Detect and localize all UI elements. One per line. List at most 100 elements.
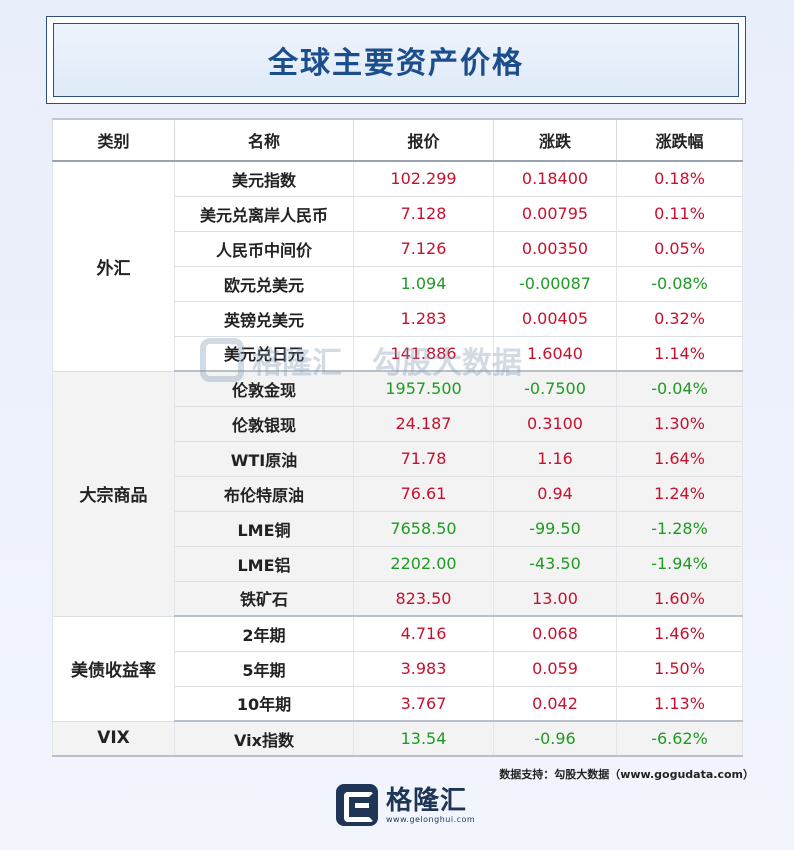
category-cell: 大宗商品 [52,371,175,617]
change-cell: 0.3100 [493,406,617,442]
change-cell: 0.068 [493,616,617,652]
footer-logo: 格隆汇 www.gelonghui.com [336,784,475,826]
change-cell: 0.00350 [493,231,617,267]
change-cell: -0.00087 [493,266,617,302]
asset-name-cell: 英镑兑美元 [174,301,354,337]
change-cell: -0.7500 [493,371,617,407]
price-cell: 13.54 [353,721,494,757]
change-cell: 0.18400 [493,161,617,197]
table-row: 铁矿石 823.50 13.00 1.60% [53,581,743,617]
change-cell: -0.96 [493,721,617,757]
price-cell: 7.126 [353,231,494,267]
asset-name-cell: 布伦特原油 [174,476,354,512]
change-cell: -43.50 [493,546,617,582]
asset-name-cell: 2年期 [174,616,354,652]
change-cell: 1.16 [493,441,617,477]
change-cell: 0.00795 [493,196,617,232]
category-cell: 外汇 [52,161,175,372]
change-cell: 1.6040 [493,336,617,372]
asset-name-cell: LME铜 [174,511,354,547]
change-cell: 0.00405 [493,301,617,337]
price-cell: 1.094 [353,266,494,302]
change-cell: 0.059 [493,651,617,687]
asset-price-table-wrap: 类别 名称 报价 涨跌 涨跌幅 外汇 美元指数 102.299 0.18400 0.18… [52,118,743,757]
table-row: 布伦特原油 76.61 0.94 1.24% [53,476,743,512]
asset-price-table: 类别 名称 报价 涨跌 涨跌幅 外汇 美元指数 102.299 0.18400 0.18… [52,118,743,757]
change-pct-cell: 1.64% [616,441,743,477]
asset-name-cell: Vix指数 [174,721,354,757]
change-pct-cell: 1.14% [616,336,743,372]
asset-name-cell: 伦敦金现 [174,371,354,407]
change-pct-cell: -0.04% [616,371,743,407]
data-source-note: 数据支持：勾股大数据（www.gogudata.com） [499,768,754,781]
change-cell: 0.042 [493,686,617,722]
price-cell: 24.187 [353,406,494,442]
gelonghui-logo-icon [336,784,378,826]
table-row: LME铝 2202.00 -43.50 -1.94% [53,546,743,582]
table-row: 美债收益率 2年期 4.716 0.068 1.46% [52,616,743,722]
title-inner-frame: 全球主要资产价格 [53,23,739,97]
price-cell: 141.886 [353,336,494,372]
table-row: 大宗商品 伦敦金现 1957.500 -0.7500 -0.04% [52,371,743,617]
asset-name-cell: WTI原油 [174,441,354,477]
table-row: 美元兑离岸人民币 7.128 0.00795 0.11% [53,196,743,232]
table-row: 欧元兑美元 1.094 -0.00087 -0.08% [53,266,743,302]
asset-name-cell: 5年期 [174,651,354,687]
header-price: 报价 [353,118,494,162]
change-pct-cell: 1.30% [616,406,743,442]
price-cell: 1957.500 [353,371,494,407]
change-pct-cell: 0.18% [616,161,743,197]
header-name: 名称 [174,118,354,162]
table-body: 外汇 美元指数 102.299 0.18400 0.18% 美元兑离岸人民币 7.128 0.… [52,161,743,757]
change-cell: 0.94 [493,476,617,512]
change-cell: -99.50 [493,511,617,547]
table-row: 10年期 3.767 0.042 1.13% [53,686,743,722]
asset-name-cell: 美元兑离岸人民币 [174,196,354,232]
table-row: 英镑兑美元 1.283 0.00405 0.32% [53,301,743,337]
category-cell: 美债收益率 [52,616,175,722]
header-category: 类别 [52,118,175,162]
table-row: LME铜 7658.50 -99.50 -1.28% [53,511,743,547]
change-cell: 13.00 [493,581,617,617]
price-cell: 2202.00 [353,546,494,582]
change-pct-cell: 1.46% [616,616,743,652]
header-change: 涨跌 [493,118,617,162]
price-cell: 823.50 [353,581,494,617]
price-cell: 3.983 [353,651,494,687]
change-pct-cell: 1.60% [616,581,743,617]
price-cell: 7658.50 [353,511,494,547]
table-row: WTI原油 71.78 1.16 1.64% [53,441,743,477]
logo-text: 格隆汇 www.gelonghui.com [386,787,475,824]
asset-name-cell: 美元兑日元 [174,336,354,372]
change-pct-cell: -1.28% [616,511,743,547]
asset-name-cell: LME铝 [174,546,354,582]
table-row: 外汇 美元指数 102.299 0.18400 0.18% [52,161,743,372]
price-cell: 71.78 [353,441,494,477]
change-pct-cell: -0.08% [616,266,743,302]
change-pct-cell: 1.24% [616,476,743,512]
logo-url: www.gelonghui.com [386,814,476,824]
asset-name-cell: 欧元兑美元 [174,266,354,302]
page-title: 全球主要资产价格 [268,46,524,81]
asset-name-cell: 10年期 [174,686,354,722]
asset-name-cell: 美元指数 [174,161,354,197]
table-header-row: 类别 名称 报价 涨跌 涨跌幅 [52,118,743,162]
title-frame: 全球主要资产价格 [46,16,746,104]
change-pct-cell: -1.94% [616,546,743,582]
change-pct-cell: 0.05% [616,231,743,267]
change-pct-cell: 1.50% [616,651,743,687]
change-pct-cell: -6.62% [616,721,743,757]
change-pct-cell: 0.32% [616,301,743,337]
logo-name: 格隆汇 [386,785,468,816]
asset-name-cell: 人民币中间价 [174,231,354,267]
table-row: VIX Vix指数 13.54 -0.96 -6.62% [52,721,743,757]
price-cell: 4.716 [353,616,494,652]
table-row: 伦敦银现 24.187 0.3100 1.30% [53,406,743,442]
table-row: 美元兑日元 141.886 1.6040 1.14% [53,336,743,372]
price-cell: 76.61 [353,476,494,512]
change-pct-cell: 0.11% [616,196,743,232]
price-cell: 7.128 [353,196,494,232]
table-row: 人民币中间价 7.126 0.00350 0.05% [53,231,743,267]
price-cell: 3.767 [353,686,494,722]
table-row: 5年期 3.983 0.059 1.50% [53,651,743,687]
